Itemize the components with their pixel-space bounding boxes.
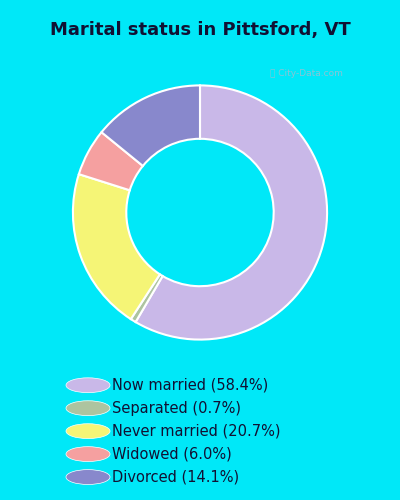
Text: Marital status in Pittsford, VT: Marital status in Pittsford, VT <box>50 21 350 39</box>
Circle shape <box>66 446 110 462</box>
Text: Separated (0.7%): Separated (0.7%) <box>112 400 241 415</box>
Wedge shape <box>79 132 143 190</box>
Circle shape <box>66 401 110 415</box>
Text: Now married (58.4%): Now married (58.4%) <box>112 378 268 393</box>
Text: Ⓢ City-Data.com: Ⓢ City-Data.com <box>270 69 343 78</box>
Wedge shape <box>73 174 160 319</box>
Text: Widowed (6.0%): Widowed (6.0%) <box>112 446 232 462</box>
Text: Divorced (14.1%): Divorced (14.1%) <box>112 470 239 484</box>
Wedge shape <box>102 86 200 166</box>
Circle shape <box>66 378 110 392</box>
Circle shape <box>66 470 110 484</box>
Text: Never married (20.7%): Never married (20.7%) <box>112 424 280 438</box>
Circle shape <box>66 424 110 438</box>
Wedge shape <box>131 274 163 322</box>
Wedge shape <box>136 86 327 340</box>
